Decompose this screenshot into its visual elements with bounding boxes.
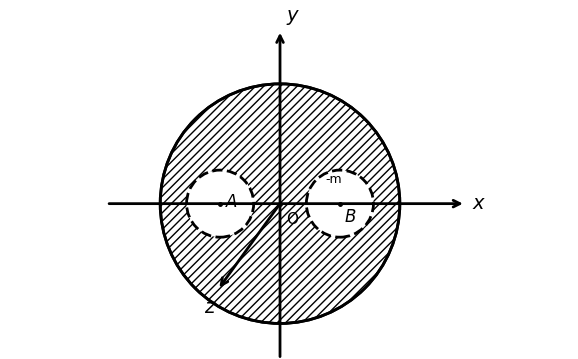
Text: y: y <box>286 6 298 25</box>
Circle shape <box>187 170 254 237</box>
Text: -m: -m <box>325 173 342 186</box>
Text: B: B <box>344 209 356 227</box>
Text: x: x <box>473 194 484 213</box>
Text: O: O <box>286 212 298 227</box>
Circle shape <box>306 170 373 237</box>
Text: z: z <box>204 298 214 317</box>
Circle shape <box>160 84 400 323</box>
Text: A: A <box>226 194 238 211</box>
